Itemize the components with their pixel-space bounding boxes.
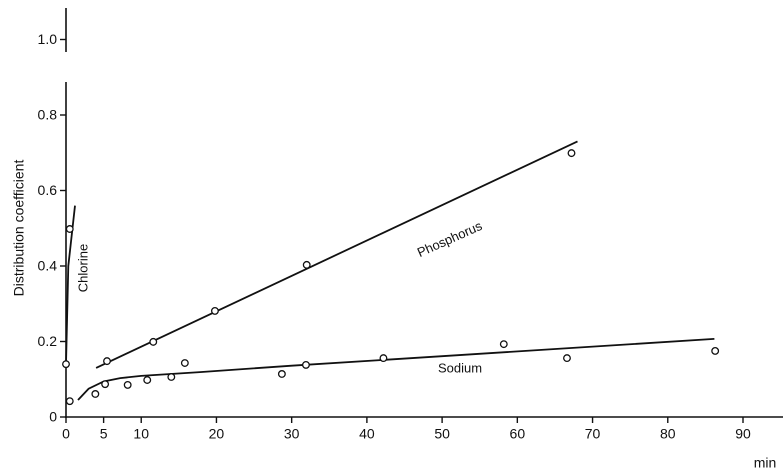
data-point — [91, 390, 100, 398]
fit-line — [95, 140, 578, 369]
y-tick-label: 0.8 — [38, 107, 58, 123]
data-point — [302, 260, 311, 269]
data-point — [567, 149, 576, 158]
data-point — [103, 357, 111, 366]
y-tick-label: 0 — [49, 409, 57, 425]
y-tick-label: 0.2 — [38, 333, 58, 349]
fit-line — [65, 205, 76, 365]
data-point — [210, 306, 219, 315]
y-axis-label: Distribution coefficient — [11, 160, 27, 297]
data-point — [499, 340, 508, 349]
x-tick-label: 50 — [434, 426, 450, 442]
data-point — [379, 354, 388, 363]
series-label: Sodium — [438, 360, 482, 375]
x-tick-label: 80 — [660, 426, 676, 442]
x-tick-label: 20 — [209, 426, 225, 442]
data-point — [277, 370, 286, 378]
x-axis-label: min — [754, 455, 777, 471]
x-tick-label: 60 — [510, 426, 526, 442]
x-tick-label: 10 — [133, 426, 149, 442]
y-tick-label: 1.0 — [38, 31, 58, 47]
data-point — [62, 360, 70, 369]
data-point — [65, 397, 74, 406]
series-label: Chlorine — [75, 244, 90, 292]
y-tick-label: 0.4 — [38, 258, 58, 274]
x-tick-label: 5 — [100, 426, 108, 442]
y-tick-label: 0.6 — [38, 182, 58, 198]
x-tick-label: 70 — [585, 426, 601, 442]
data-point — [101, 380, 110, 389]
data-point — [123, 380, 132, 389]
data-point — [563, 354, 571, 363]
x-tick-label: 90 — [735, 426, 751, 442]
x-tick-label: 40 — [359, 426, 375, 442]
series-label: Phosphorus — [415, 218, 485, 260]
data-point — [149, 337, 158, 346]
x-tick-label: 0 — [62, 426, 70, 442]
data-point — [167, 373, 176, 381]
data-point — [180, 359, 189, 367]
data-point — [143, 376, 152, 384]
data-point — [65, 225, 74, 233]
data-point — [302, 360, 310, 369]
data-point — [711, 346, 720, 355]
x-tick-label: 30 — [284, 426, 300, 442]
fit-line — [77, 338, 715, 401]
